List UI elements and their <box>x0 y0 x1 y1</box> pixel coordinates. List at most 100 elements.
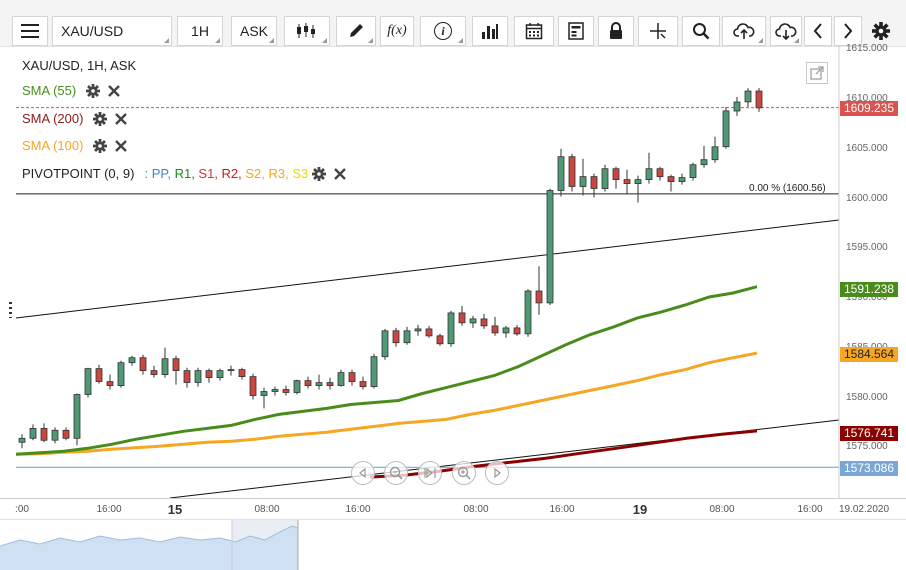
candle-body <box>315 382 323 387</box>
pivot-legend-item: R2, <box>221 166 246 181</box>
panel-resize-handle[interactable] <box>9 302 12 318</box>
download-button[interactable] <box>770 16 802 46</box>
candle-body <box>656 168 664 178</box>
candle-body <box>271 389 279 392</box>
close-icon[interactable] <box>334 167 347 180</box>
zoom-out-button[interactable] <box>384 461 408 485</box>
upload-button[interactable] <box>722 16 766 46</box>
scroll-back-button[interactable] <box>351 461 375 485</box>
gear-icon[interactable] <box>93 138 108 153</box>
zoom-in-icon <box>457 466 471 480</box>
candle-body <box>700 159 708 166</box>
candle <box>590 173 598 198</box>
candle-body <box>326 382 334 387</box>
candle-body <box>205 370 213 379</box>
candle <box>205 368 213 383</box>
crosshair-button[interactable] <box>638 16 678 46</box>
candle-body <box>502 327 510 334</box>
gear-icon[interactable] <box>312 166 327 181</box>
price-side-selector[interactable]: ASK <box>231 16 277 46</box>
candle <box>425 325 433 338</box>
lock-button[interactable] <box>598 16 634 46</box>
candle-body <box>667 176 675 183</box>
volume-button[interactable] <box>472 16 508 46</box>
navigator-panel[interactable] <box>0 519 906 570</box>
candle-body <box>117 362 125 387</box>
candle <box>172 355 180 385</box>
time-axis: :00 16:00 15 08:00 16:00 08:00 16:00 19 … <box>0 498 906 521</box>
dropdown-corner-icon <box>458 38 463 43</box>
symbol-selector[interactable]: XAU/USD <box>52 16 172 46</box>
candle-body <box>392 330 400 344</box>
price-chart[interactable]: 1615.000 1610.000 1605.000 1600.000 1595.000… <box>0 43 906 519</box>
scroll-forward-button[interactable] <box>485 461 509 485</box>
pencil-icon <box>350 24 363 37</box>
pivot-pp-price-label: 1573.086 <box>840 461 898 476</box>
candle <box>359 376 367 390</box>
pivot-legend-label: PIVOTPOINT (0, 9) <box>22 166 135 181</box>
candle-body <box>590 176 598 189</box>
reset-zoom-button[interactable] <box>418 461 442 485</box>
document-icon <box>568 22 584 40</box>
candle-body <box>722 110 730 148</box>
candle <box>95 364 103 384</box>
candle-body <box>216 370 224 379</box>
zoom-in-button[interactable] <box>452 461 476 485</box>
fit-icon <box>424 467 436 479</box>
close-icon[interactable] <box>108 84 121 97</box>
dropdown-corner-icon <box>322 38 327 43</box>
candle-body <box>348 372 356 383</box>
chevron-left-icon <box>813 23 822 39</box>
settings-button[interactable] <box>866 16 896 46</box>
zoom-button[interactable] <box>682 16 720 46</box>
indicators-button[interactable]: f(x) <box>380 16 414 46</box>
candle <box>128 355 136 366</box>
candle-body <box>733 101 741 112</box>
sma100-price-label: 1584.564 <box>840 347 898 362</box>
gear-icon[interactable] <box>86 83 101 98</box>
lock-icon <box>610 22 622 39</box>
fullscreen-button[interactable] <box>806 62 828 84</box>
time-label: 16:00 <box>96 504 122 515</box>
close-icon[interactable] <box>115 112 128 125</box>
dropdown-corner-icon <box>758 38 763 43</box>
calendar-icon <box>525 23 543 40</box>
candle <box>62 427 70 441</box>
time-label: 16:00 <box>549 504 575 515</box>
candle <box>447 310 455 347</box>
timeframe-selector[interactable]: 1H <box>177 16 223 46</box>
dropdown-corner-icon <box>164 38 169 43</box>
candle <box>51 427 59 444</box>
scroll-right-button[interactable] <box>834 16 862 46</box>
triangle-right-icon <box>494 468 501 478</box>
price-tick-label: 1590.000 <box>846 292 888 303</box>
candle <box>183 367 191 388</box>
candle <box>568 153 576 192</box>
candle-body <box>370 356 378 388</box>
gear-icon[interactable] <box>93 111 108 126</box>
info-button[interactable]: i <box>420 16 466 46</box>
magnifier-icon <box>693 23 710 40</box>
candle-body <box>194 370 202 383</box>
close-icon[interactable] <box>115 139 128 152</box>
candle-body <box>95 368 103 382</box>
candle <box>623 169 631 194</box>
trendline <box>15 219 840 319</box>
cloud-upload-icon <box>733 23 755 39</box>
candle <box>601 164 609 192</box>
chart-type-button[interactable] <box>284 16 330 46</box>
candle-body <box>161 358 169 376</box>
candle-body <box>260 391 268 396</box>
scroll-left-button[interactable] <box>804 16 832 46</box>
time-label: 08:00 <box>709 504 735 515</box>
template-button[interactable] <box>558 16 594 46</box>
menu-button[interactable] <box>12 16 48 46</box>
candle <box>315 374 323 390</box>
date-label: 19.02.2020 <box>838 504 890 515</box>
pivot-legend-item: R1, <box>174 166 199 181</box>
timeframe-label: 1H <box>191 23 209 39</box>
draw-tools-button[interactable] <box>336 16 376 46</box>
candle <box>700 145 708 168</box>
calendar-button[interactable] <box>514 16 554 46</box>
candle-body <box>381 330 389 358</box>
